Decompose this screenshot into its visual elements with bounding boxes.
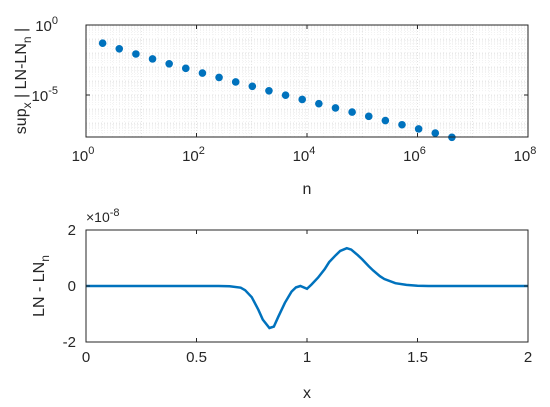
top-data-point	[315, 99, 323, 108]
top-ylabel-rest: | LN-LN	[13, 43, 30, 102]
top-data-point	[348, 108, 356, 116]
bottom-ylabel: LN - LNn	[31, 255, 52, 317]
top-xtick-label: 106	[403, 145, 426, 165]
top-data-point	[331, 104, 340, 112]
top-ylabel-sub: x	[20, 102, 34, 108]
bottom-exponent-power: -8	[110, 207, 120, 219]
bottom-xtick-label: 1.5	[407, 349, 428, 366]
top-ylabel: supx | LN-LNn |	[13, 28, 34, 134]
top-ytick-label: 100	[35, 15, 58, 35]
top-data-point	[248, 82, 257, 91]
top-xtick-label-base: 10	[72, 148, 89, 165]
bottom-ylabel-main: LN - LN	[31, 262, 48, 317]
top-ytick-label: 10-5	[32, 85, 58, 105]
bottom-ytick-label: 2	[68, 222, 76, 239]
top-ytick-label-base: 10	[35, 18, 52, 35]
bottom-ytick-label: 0	[68, 278, 76, 295]
bottom-exponent-label: ×10-8	[86, 207, 120, 225]
bottom-xtick-label: 0	[82, 349, 90, 366]
top-data-point	[265, 86, 273, 95]
top-xtick-label-exp: 6	[420, 145, 426, 157]
top-xtick-label-base: 10	[182, 148, 199, 165]
top-data-point	[132, 50, 140, 58]
top-data-point	[381, 116, 390, 125]
top-data-point	[298, 95, 307, 104]
top-data-point	[215, 73, 223, 82]
top-xtick-label-exp: 4	[309, 145, 315, 157]
top-xtick-label: 102	[182, 145, 205, 165]
bottom-exponent-base: ×10	[86, 209, 110, 225]
bottom-line-series	[86, 246, 528, 330]
top-xtick-label-base: 10	[403, 148, 420, 165]
top-data-point	[398, 120, 406, 129]
top-data-point	[364, 112, 373, 121]
top-data-point	[98, 39, 107, 48]
top-xtick-label-base: 10	[514, 148, 531, 165]
top-data-point	[165, 59, 173, 68]
top-data-point	[181, 64, 190, 73]
top-xtick-label-exp: 2	[199, 145, 205, 157]
top-data-point	[281, 91, 290, 99]
top-xlabel: n	[303, 181, 312, 198]
top-xtick-label: 100	[72, 145, 95, 165]
bottom-ticks	[85, 229, 529, 343]
top-xtick-label: 108	[514, 145, 537, 165]
top-data-point	[115, 44, 124, 53]
top-ytick-label-exp: 0	[52, 15, 58, 27]
bottom-xtick-label: 2	[524, 349, 532, 366]
top-xtick-label-exp: 0	[88, 145, 94, 157]
top-data-point	[198, 69, 207, 77]
bottom-plot: 0 0.5 1 1.5 2 -2 0 2 ×10-8 x LN - LNn	[31, 207, 532, 402]
top-ylabel-main: sup	[13, 108, 30, 134]
top-data-point	[231, 78, 240, 86]
bottom-xlabel: x	[303, 385, 311, 402]
bottom-tick-labels: 0 0.5 1 1.5 2 -2 0 2	[63, 222, 533, 366]
top-grid	[85, 25, 529, 138]
top-ticks	[85, 24, 529, 137]
top-xtick-label: 104	[293, 145, 316, 165]
top-markers	[98, 39, 456, 142]
top-xtick-label-exp: 8	[530, 145, 536, 157]
top-ylabel-end: |	[13, 28, 30, 37]
bottom-ylabel-sub: n	[38, 255, 52, 262]
top-ylabel-sub2: n	[20, 36, 34, 43]
top-xtick-label-base: 10	[293, 148, 310, 165]
bottom-xtick-label: 0.5	[186, 349, 207, 366]
top-ytick-label-base: 10	[32, 88, 49, 105]
top-ytick-label-exp: -5	[48, 85, 58, 97]
bottom-xtick-label: 1	[303, 349, 311, 366]
top-data-point	[431, 129, 440, 137]
bottom-ytick-label: -2	[63, 334, 76, 351]
top-data-point	[148, 55, 157, 63]
top-data-point	[414, 125, 423, 133]
